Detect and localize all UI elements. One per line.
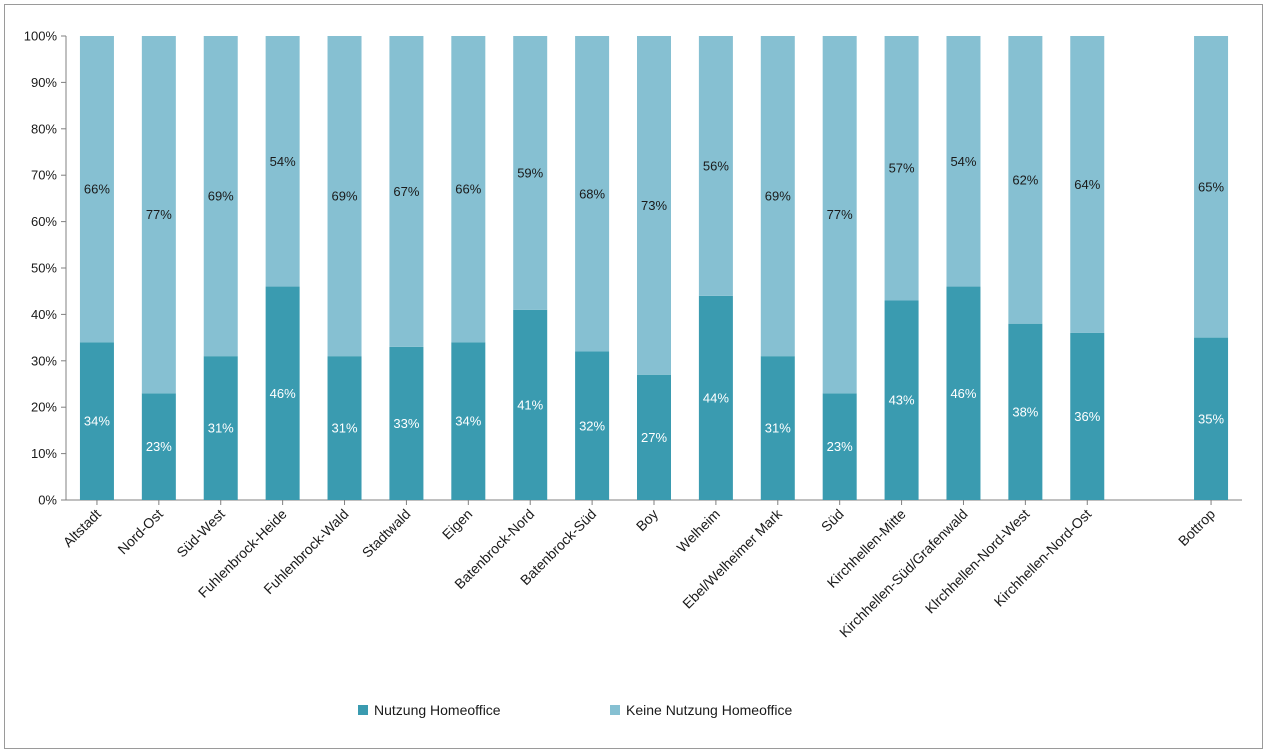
data-label-nutzung: 38%: [1012, 404, 1038, 419]
y-tick-label: 30%: [31, 353, 57, 368]
y-tick-label: 70%: [31, 168, 57, 183]
data-label-keine-nutzung: 66%: [455, 182, 481, 197]
bar-nutzung-homeoffice: [203, 356, 238, 500]
data-label-keine-nutzung: 57%: [889, 161, 915, 176]
data-label-nutzung: 35%: [1198, 411, 1224, 426]
bar-nutzung-homeoffice: [822, 393, 857, 500]
data-label-keine-nutzung: 54%: [950, 154, 976, 169]
x-category-label: Eigen: [439, 506, 476, 543]
data-label-nutzung: 23%: [827, 439, 853, 454]
bar-keine-nutzung-homeoffice: [884, 36, 919, 301]
y-tick-label: 90%: [31, 75, 57, 90]
data-label-keine-nutzung: 65%: [1198, 179, 1224, 194]
data-label-nutzung: 34%: [455, 414, 481, 429]
bar-keine-nutzung-homeoffice: [79, 36, 114, 343]
bar-keine-nutzung-homeoffice: [265, 36, 300, 287]
bar-keine-nutzung-homeoffice: [1070, 36, 1105, 333]
bar-keine-nutzung-homeoffice: [451, 36, 486, 343]
x-category-label: Süd: [818, 506, 847, 535]
data-label-keine-nutzung: 73%: [641, 198, 667, 213]
legend-item-nutzung: Nutzung Homeoffice: [374, 702, 501, 718]
data-label-nutzung: 32%: [579, 418, 605, 433]
bar-nutzung-homeoffice: [79, 342, 114, 500]
bar-keine-nutzung-homeoffice: [1194, 36, 1229, 338]
bar-nutzung-homeoffice: [389, 346, 424, 500]
bar-keine-nutzung-homeoffice: [327, 36, 362, 357]
data-label-keine-nutzung: 62%: [1012, 172, 1038, 187]
bar-nutzung-homeoffice: [946, 286, 981, 500]
bar-nutzung-homeoffice: [637, 374, 671, 500]
data-label-nutzung: 31%: [765, 421, 791, 436]
bar-nutzung-homeoffice: [1194, 337, 1229, 500]
x-category-label: Welheim: [673, 506, 723, 556]
bar-nutzung-homeoffice: [451, 342, 486, 500]
data-label-keine-nutzung: 54%: [270, 154, 296, 169]
data-label-nutzung: 34%: [84, 414, 110, 429]
data-label-nutzung: 31%: [332, 421, 358, 436]
data-label-keine-nutzung: 56%: [703, 158, 729, 173]
data-label-keine-nutzung: 64%: [1074, 177, 1100, 192]
bar-nutzung-homeoffice: [575, 351, 610, 500]
bar-keine-nutzung-homeoffice: [946, 36, 981, 287]
y-tick-label: 100%: [24, 29, 58, 44]
data-label-nutzung: 31%: [208, 421, 234, 436]
y-tick-label: 0%: [38, 493, 57, 508]
data-label-nutzung: 27%: [641, 430, 667, 445]
data-label-keine-nutzung: 77%: [827, 207, 853, 222]
x-category-label: Klrchhellen-Nord-West: [922, 506, 1033, 617]
bar-nutzung-homeoffice: [327, 356, 362, 500]
bar-nutzung-homeoffice: [884, 300, 919, 500]
y-tick-label: 20%: [31, 400, 57, 415]
bar-keine-nutzung-homeoffice: [575, 36, 610, 352]
data-label-nutzung: 36%: [1074, 409, 1100, 424]
legend-item-keine-nutzung: Keine Nutzung Homeoffice: [626, 702, 792, 718]
bar-nutzung-homeoffice: [1070, 332, 1105, 500]
y-tick-label: 40%: [31, 307, 57, 322]
x-category-label: Süd-West: [173, 506, 228, 561]
y-tick-label: 60%: [31, 214, 57, 229]
bar-keine-nutzung-homeoffice: [203, 36, 238, 357]
legend-swatch: [358, 705, 368, 715]
data-label-nutzung: 46%: [950, 386, 976, 401]
bar-keine-nutzung-homeoffice: [822, 36, 857, 394]
x-category-label: Boy: [633, 506, 661, 534]
x-category-label: Stadtwald: [359, 506, 414, 561]
data-label-nutzung: 44%: [703, 390, 729, 405]
bar-keine-nutzung-homeoffice: [513, 36, 548, 310]
bar-nutzung-homeoffice: [698, 295, 733, 500]
bar-nutzung-homeoffice: [513, 309, 548, 500]
data-label-keine-nutzung: 68%: [579, 186, 605, 201]
y-tick-label: 50%: [31, 261, 57, 276]
bar-nutzung-homeoffice: [760, 356, 795, 500]
data-label-keine-nutzung: 66%: [84, 182, 110, 197]
bar-nutzung-homeoffice: [141, 393, 176, 500]
bar-keine-nutzung-homeoffice: [637, 36, 671, 375]
data-label-nutzung: 41%: [517, 397, 543, 412]
x-category-label: Nord-Ost: [114, 506, 166, 558]
data-label-keine-nutzung: 77%: [146, 207, 172, 222]
x-category-label: Bottrop: [1175, 506, 1218, 549]
data-label-nutzung: 33%: [393, 416, 419, 431]
data-label-nutzung: 43%: [889, 393, 915, 408]
y-tick-label: 10%: [31, 446, 57, 461]
bar-keine-nutzung-homeoffice: [760, 36, 795, 357]
data-label-keine-nutzung: 67%: [393, 184, 419, 199]
data-label-nutzung: 46%: [270, 386, 296, 401]
data-label-keine-nutzung: 69%: [332, 189, 358, 204]
x-category-label: Altstadt: [60, 506, 104, 550]
bar-keine-nutzung-homeoffice: [389, 36, 424, 347]
bar-keine-nutzung-homeoffice: [141, 36, 176, 394]
bar-keine-nutzung-homeoffice: [698, 36, 733, 296]
legend-swatch: [610, 705, 620, 715]
bar-keine-nutzung-homeoffice: [1008, 36, 1043, 324]
data-label-keine-nutzung: 59%: [517, 165, 543, 180]
x-category-label: Kirchhellen-Süd/Grafenwald: [836, 506, 971, 641]
bar-nutzung-homeoffice: [1008, 323, 1043, 500]
y-tick-label: 80%: [31, 121, 57, 136]
data-label-nutzung: 23%: [146, 439, 172, 454]
data-label-keine-nutzung: 69%: [208, 189, 234, 204]
bar-nutzung-homeoffice: [265, 286, 300, 500]
data-label-keine-nutzung: 69%: [765, 189, 791, 204]
